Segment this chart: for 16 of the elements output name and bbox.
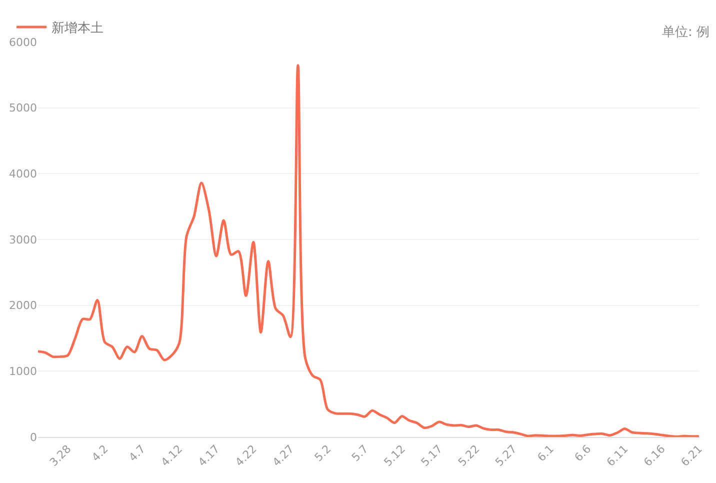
x-tick-label: 4.2 [89,442,111,464]
x-tick-label: 5.2 [312,442,334,464]
y-tick-label: 5000 [9,102,37,115]
y-tick-label: 0 [30,430,37,444]
text: 单位: 例 [662,25,710,40]
x-tick-label: 4.7 [126,442,148,464]
line-series [38,64,699,437]
x-tick-label: 6.6 [572,442,594,464]
y-tick-label: 3000 [9,233,37,246]
x-tick-label: 5.7 [349,442,371,464]
legend-label: 新增本土 [52,21,104,36]
y-tick-label: 4000 [9,168,37,181]
y-tick-label: 2000 [9,299,37,312]
y-tick-label: 1000 [9,365,37,378]
y-tick-label: 6000 [9,36,37,49]
x-tick-label: 6.1 [534,442,556,464]
